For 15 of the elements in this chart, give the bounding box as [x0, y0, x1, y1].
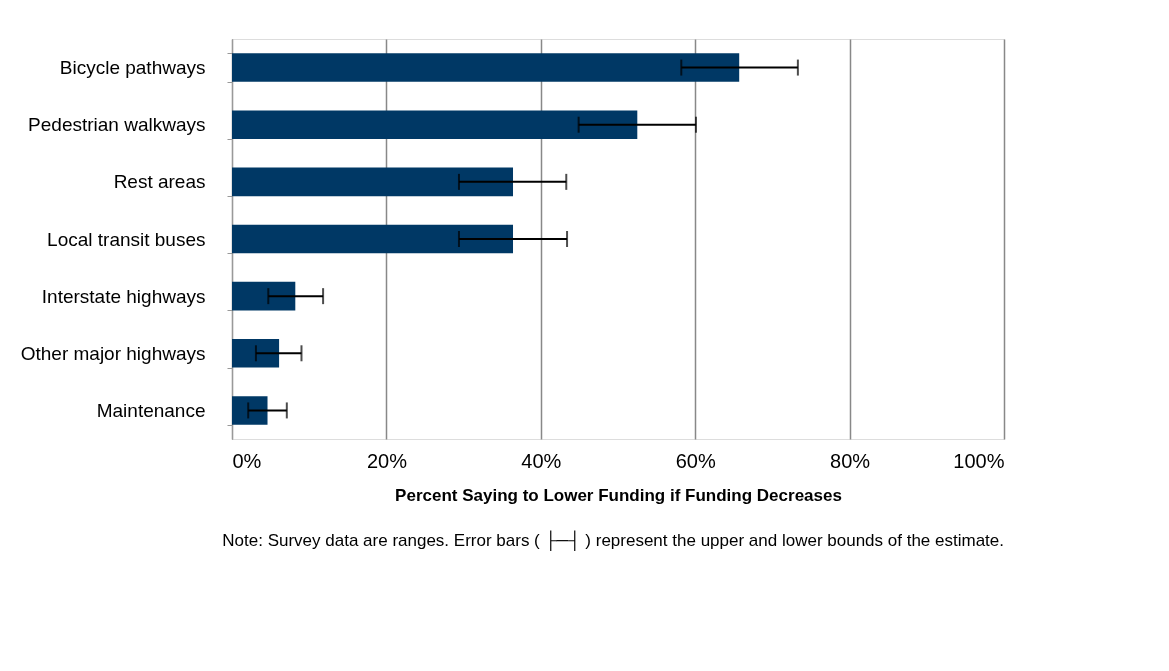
y-tick-label: Other major highways [20, 342, 206, 364]
y-tick-label: Rest areas [113, 171, 206, 193]
x-tick-label: 20% [366, 449, 408, 472]
x-tick-label: 40% [521, 449, 562, 472]
y-tick-label: Interstate highways [41, 285, 206, 307]
y-tick-label: Maintenance [96, 399, 206, 421]
y-tick-label: Bicycle pathways [59, 57, 206, 79]
x-tick-label: 100% [953, 449, 1005, 472]
y-tick-label: Pedestrian walkways [28, 114, 206, 136]
x-axis-title: Percent Saying to Lower Funding if Funding Decreases [395, 485, 842, 505]
y-tick-label: Local transit buses [47, 228, 206, 250]
text: Note: Survey data are ranges. Error bars ( ├─┤ ) represent the upper and lower bounds of the estimate. [222, 530, 1004, 552]
x-tick-label: 80% [830, 449, 871, 472]
x-tick-label: 0% [232, 449, 262, 472]
x-tick-label: 60% [675, 449, 716, 472]
